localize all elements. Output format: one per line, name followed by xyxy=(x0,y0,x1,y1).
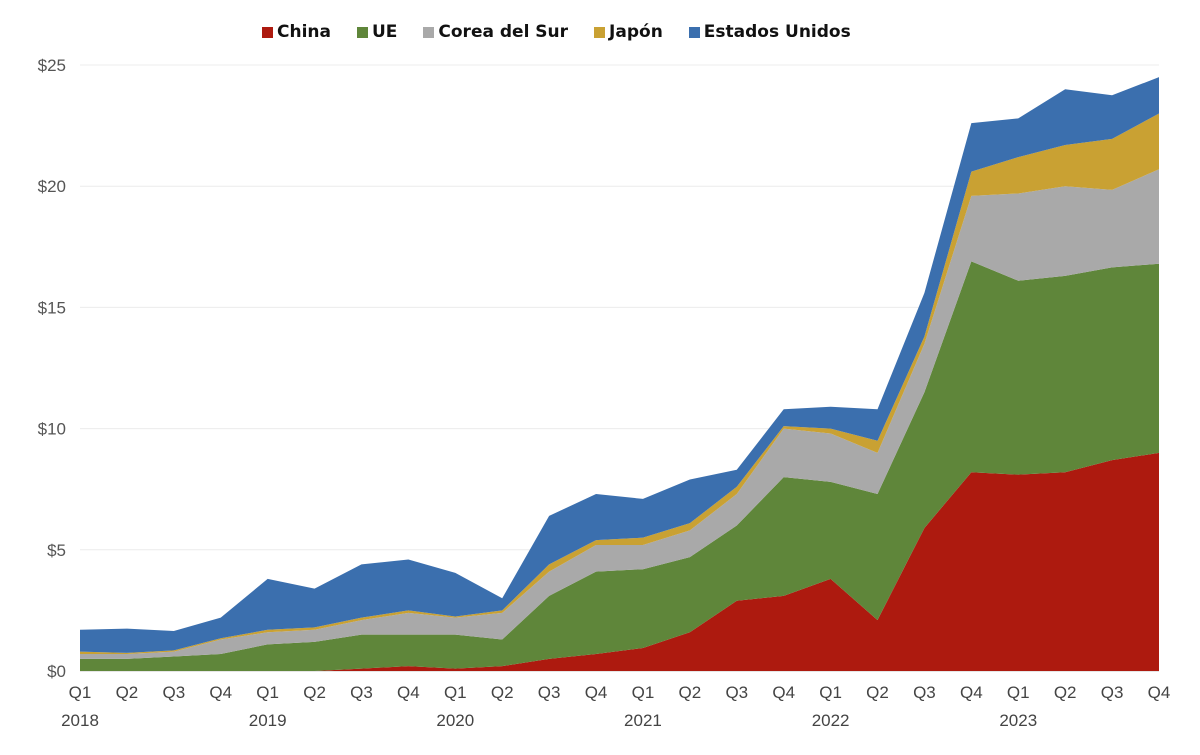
x-year-label: 2018 xyxy=(61,711,99,730)
y-tick-label: $10 xyxy=(38,420,66,439)
x-tick-label: Q1 xyxy=(256,683,279,702)
x-tick-label: Q1 xyxy=(1007,683,1030,702)
x-tick-label: Q4 xyxy=(397,683,420,702)
x-tick-label: Q2 xyxy=(1054,683,1077,702)
x-tick-label: Q1 xyxy=(69,683,92,702)
x-tick-label: Q3 xyxy=(162,683,185,702)
x-tick-label: Q4 xyxy=(772,683,795,702)
legend-label-japon: Japón xyxy=(609,22,663,42)
legend-label-estados-unidos: Estados Unidos xyxy=(703,22,851,42)
x-year-label: 2021 xyxy=(624,711,662,730)
area-ue xyxy=(80,261,1159,671)
area-corea-del-sur xyxy=(80,169,1159,659)
legend-label-corea-del-sur: Corea del Sur xyxy=(438,22,569,42)
legend-swatch-japon xyxy=(594,26,606,38)
legend-swatch-ue xyxy=(356,26,368,38)
y-tick-label: $0 xyxy=(47,662,66,681)
x-tick-label: Q2 xyxy=(866,683,889,702)
x-tick-label: Q1 xyxy=(819,683,842,702)
x-tick-label: Q2 xyxy=(303,683,326,702)
legend-item-ue: UE xyxy=(356,22,398,42)
legend-swatch-china xyxy=(262,26,273,38)
legend-label-china: China xyxy=(277,22,331,42)
x-tick-label: Q2 xyxy=(679,683,702,702)
y-tick-label: $15 xyxy=(38,298,66,317)
x-tick-label: Q4 xyxy=(585,683,608,702)
x-year-label: 2020 xyxy=(436,711,474,730)
y-tick-label: $20 xyxy=(38,177,66,196)
x-year-label: 2022 xyxy=(812,711,850,730)
x-tick-label: Q3 xyxy=(725,683,748,702)
x-axis: Q1 Q2 Q3 Q4 Q1 Q2 Q3 Q4 Q1 Q2 Q3 Q4 Q1 Q2 Q3 Q4 Q1 Q2 Q3 Q4… xyxy=(61,683,1170,730)
area-estados-unidos xyxy=(80,77,1159,653)
area-japon xyxy=(80,113,1159,655)
x-tick-label: Q3 xyxy=(1101,683,1124,702)
x-tick-label: Q2 xyxy=(491,683,514,702)
legend-item-estados-unidos: Estados Unidos xyxy=(688,22,851,42)
legend-swatch-estados-unidos xyxy=(688,26,700,38)
stacked-areas xyxy=(80,77,1159,671)
x-tick-label: Q4 xyxy=(1148,683,1171,702)
x-tick-label: Q3 xyxy=(913,683,936,702)
y-axis: $0 $5 $10 $15 $20 $25 xyxy=(38,56,66,681)
x-year-label: 2019 xyxy=(249,711,287,730)
area-china xyxy=(80,452,1159,671)
legend-swatch-corea-del-sur xyxy=(423,26,435,38)
x-tick-label: Q3 xyxy=(538,683,561,702)
x-tick-label: Q4 xyxy=(960,683,983,702)
y-tick-label: $5 xyxy=(47,541,66,560)
y-tick-label: $25 xyxy=(38,56,66,75)
x-year-label: 2023 xyxy=(999,711,1037,730)
legend-item-japon: Japón xyxy=(594,22,663,42)
legend-item-china: China xyxy=(262,22,331,42)
legend: China UE Corea del Sur Japón Estados Uni… xyxy=(262,22,851,42)
x-tick-label: Q2 xyxy=(116,683,139,702)
legend-item-corea-del-sur: Corea del Sur xyxy=(423,22,568,42)
x-tick-label: Q4 xyxy=(209,683,232,702)
x-tick-label: Q1 xyxy=(444,683,467,702)
x-tick-label: Q1 xyxy=(632,683,655,702)
legend-label-ue: UE xyxy=(371,22,398,42)
x-tick-label: Q3 xyxy=(350,683,373,702)
